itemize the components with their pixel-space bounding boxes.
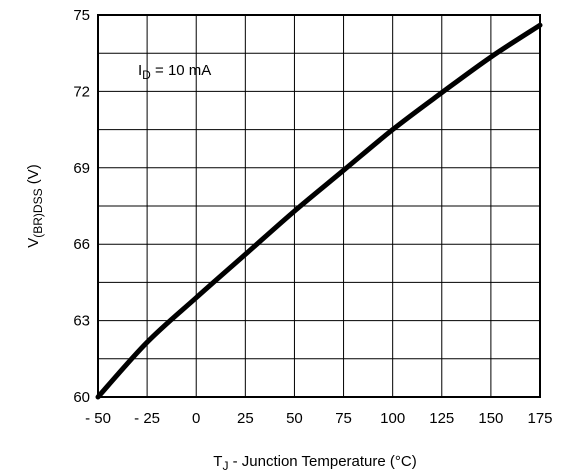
y-tick-label: 72 (73, 83, 90, 100)
plot-frame (97, 14, 541, 398)
x-tick-label: - 25 (134, 410, 160, 427)
x-tick-label: 75 (335, 410, 352, 427)
series-line-vbrdss (95, 22, 543, 400)
x-tick-label: 25 (237, 410, 254, 427)
x-tick-labels: - 50 - 25 0 25 50 75 100 125 150 175 (85, 410, 552, 427)
x-tick-label: - 50 (85, 410, 111, 427)
x-tick-label: 125 (429, 410, 454, 427)
y-tick-label: 69 (73, 160, 90, 177)
x-tick-label: 100 (380, 410, 405, 427)
test-condition-annotation: ID = 10 mA (138, 62, 211, 82)
x-axis-label: TJ - Junction Temperature (°C) (213, 453, 416, 473)
y-axis-label: V(BR)DSS (V) (25, 164, 45, 248)
x-tick-label: 175 (527, 410, 552, 427)
y-tick-label: 66 (73, 236, 90, 253)
x-tick-label: 150 (478, 410, 503, 427)
x-tick-label: 0 (192, 410, 200, 427)
y-tick-label: 75 (73, 7, 90, 24)
x-tick-label: 50 (286, 410, 303, 427)
y-tick-label: 63 (73, 313, 90, 330)
y-tick-label: 60 (73, 389, 90, 406)
y-tick-labels: 60 63 66 69 72 75 (73, 7, 90, 406)
